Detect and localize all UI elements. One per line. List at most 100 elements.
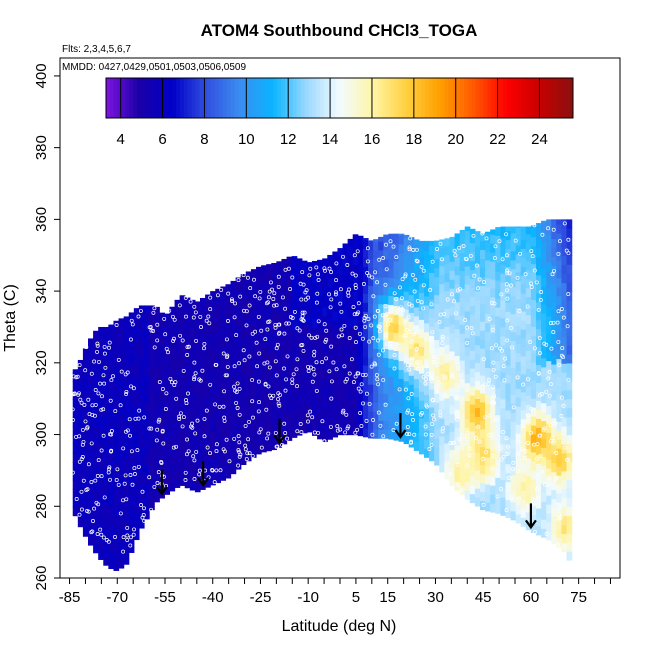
- heatmap-cell: [306, 360, 313, 370]
- colorbar-segment: [246, 78, 251, 118]
- heatmap-cell: [123, 438, 130, 449]
- sample-point: [276, 401, 281, 406]
- sample-point: [504, 436, 509, 441]
- heatmap-cell: [546, 243, 552, 254]
- heatmap-cell: [378, 267, 384, 278]
- sample-point: [559, 395, 564, 400]
- sample-point: [116, 482, 121, 487]
- sample-point: [410, 273, 415, 277]
- heatmap-cell: [500, 326, 507, 337]
- heatmap-cell: [490, 305, 496, 316]
- heatmap-cell: [72, 416, 79, 427]
- heatmap-cell: [266, 343, 272, 353]
- heatmap-cell: [169, 311, 176, 322]
- heatmap-cell: [536, 418, 542, 428]
- sample-point: [414, 247, 419, 252]
- heatmap-cell: [357, 381, 364, 392]
- heatmap-cell: [536, 319, 542, 330]
- heatmap-cell: [286, 422, 293, 432]
- heatmap-cell: [480, 303, 486, 313]
- heatmap-cell: [525, 226, 532, 235]
- sample-point: [513, 238, 518, 243]
- sample-point: [359, 382, 364, 387]
- sample-point: [341, 408, 346, 413]
- heatmap-cell: [510, 295, 517, 306]
- sample-point: [476, 424, 481, 429]
- sample-point: [405, 432, 410, 436]
- heatmap-cell: [205, 469, 211, 479]
- heatmap-cell: [459, 279, 466, 289]
- heatmap-cell: [541, 456, 547, 466]
- sample-point: [282, 421, 287, 426]
- sample-point: [493, 417, 498, 422]
- sample-point: [272, 291, 277, 296]
- heatmap-cell: [536, 337, 542, 348]
- sample-point: [295, 326, 300, 331]
- heatmap-cell: [566, 389, 573, 400]
- sample-point: [259, 445, 264, 450]
- heatmap-cell: [271, 332, 277, 343]
- heatmap-cell: [296, 408, 303, 418]
- heatmap-cell: [464, 230, 471, 240]
- sample-point: [515, 375, 520, 380]
- sample-point: [177, 303, 182, 308]
- sample-point: [208, 382, 213, 387]
- heatmap-cell: [301, 262, 308, 272]
- heatmap-cell: [138, 420, 145, 430]
- heatmap-cell: [154, 313, 160, 324]
- heatmap-cell: [454, 445, 461, 455]
- sample-point: [353, 374, 358, 379]
- sample-point: [274, 373, 279, 378]
- sample-point: [535, 456, 540, 461]
- heatmap-cell: [133, 485, 140, 496]
- heatmap-cell: [418, 240, 425, 249]
- heatmap-cell: [449, 440, 456, 451]
- heatmap-cell: [118, 406, 125, 417]
- sample-point: [324, 337, 329, 342]
- heatmap-cell: [469, 493, 476, 504]
- sample-point: [443, 376, 448, 381]
- heatmap-cell: [194, 330, 201, 340]
- heatmap-cell: [312, 327, 318, 338]
- heatmap-cell: [546, 297, 552, 308]
- heatmap-cell: [444, 398, 451, 408]
- heatmap-cell: [296, 372, 303, 382]
- sample-point: [79, 507, 84, 512]
- heatmap-cell: [240, 338, 247, 349]
- heatmap-cell: [556, 277, 563, 288]
- heatmap-cell: [536, 489, 542, 500]
- heatmap-cell: [93, 463, 99, 473]
- heatmap-cell: [541, 220, 547, 224]
- heatmap-cell: [88, 491, 94, 501]
- sample-point: [468, 253, 473, 258]
- heatmap-cell: [200, 297, 206, 302]
- heatmap-cell: [169, 338, 176, 348]
- sample-point: [195, 418, 200, 423]
- heatmap-cell: [469, 412, 476, 423]
- flights-note: Flts: 2,3,4,5,6,7: [62, 44, 131, 55]
- heatmap-cell: [103, 484, 109, 494]
- sample-point: [89, 441, 94, 446]
- heatmap-cell: [541, 330, 547, 341]
- sample-point: [200, 368, 205, 373]
- sample-point: [504, 282, 509, 287]
- heatmap-cell: [108, 389, 115, 399]
- heatmap-cell: [194, 428, 201, 439]
- heatmap-cell: [546, 270, 552, 281]
- heatmap-cell: [368, 285, 374, 296]
- heatmap-cell: [439, 400, 445, 410]
- colorbar-segment: [499, 78, 504, 118]
- heatmap-cell: [245, 362, 252, 372]
- sample-point: [109, 378, 114, 383]
- sample-point: [540, 469, 544, 474]
- heatmap-cell: [383, 330, 389, 341]
- sample-point: [538, 433, 542, 438]
- heatmap-cell: [72, 443, 79, 454]
- heatmap-cell: [500, 308, 507, 319]
- colorbar-segment: [475, 78, 481, 118]
- sample-point: [94, 500, 99, 505]
- heatmap-cell: [515, 289, 522, 300]
- heatmap-cell: [332, 338, 339, 348]
- heatmap-cell: [205, 442, 211, 452]
- heatmap-cell: [342, 335, 349, 346]
